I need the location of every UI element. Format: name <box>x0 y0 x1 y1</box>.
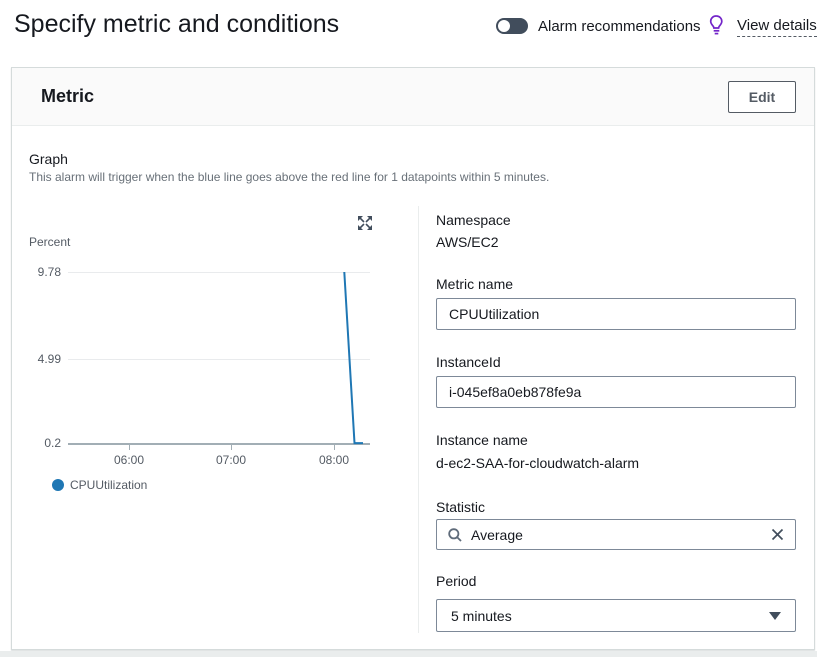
edit-button[interactable]: Edit <box>728 81 796 113</box>
column-divider <box>418 206 419 633</box>
page-background-strip <box>0 651 817 657</box>
alarm-recommendations-label: Alarm recommendations <box>538 18 701 35</box>
graph-description: This alarm will trigger when the blue li… <box>29 170 550 184</box>
namespace-label: Namespace <box>436 212 511 228</box>
period-select[interactable]: 5 minutes <box>436 599 796 632</box>
x-tick-mark <box>129 445 130 450</box>
close-icon <box>770 527 785 542</box>
x-tick-label: 06:00 <box>113 453 145 467</box>
metric-name-input[interactable] <box>436 298 796 330</box>
instance-name-value: d-ec2-SAA-for-cloudwatch-alarm <box>436 455 640 471</box>
cpu-utilization-line <box>343 271 363 445</box>
lightbulb-icon <box>708 14 725 39</box>
x-tick-label: 07:00 <box>215 453 247 467</box>
x-tick-label: 08:00 <box>318 453 350 467</box>
caret-down-icon <box>769 611 781 620</box>
metric-card-header: Metric Edit <box>12 68 814 126</box>
namespace-value: AWS/EC2 <box>436 234 499 250</box>
gridline <box>68 272 370 273</box>
y-axis-unit-label: Percent <box>29 235 71 249</box>
period-selected-value: 5 minutes <box>451 607 512 624</box>
expand-icon[interactable] <box>357 215 373 231</box>
metric-line-chart[interactable] <box>68 261 370 447</box>
graph-section-label: Graph <box>29 151 68 167</box>
x-axis-line <box>68 443 370 445</box>
legend-color-dot <box>52 479 64 491</box>
instance-id-label: InstanceId <box>436 354 501 370</box>
alarm-recommendations-toggle[interactable] <box>496 18 528 34</box>
instance-id-input[interactable] <box>436 376 796 408</box>
x-tick-mark <box>334 445 335 450</box>
legend-item-cpuutilization[interactable]: CPUUtilization <box>52 478 147 492</box>
y-tick-label: 4.99 <box>37 352 61 366</box>
y-tick-label: 9.78 <box>37 265 61 279</box>
toggle-knob <box>498 20 510 32</box>
instance-name-label: Instance name <box>436 432 528 448</box>
x-tick-mark <box>231 445 232 450</box>
metric-card: Metric Edit Graph This alarm will trigge… <box>11 67 815 650</box>
metric-name-label: Metric name <box>436 276 514 292</box>
view-details-link[interactable]: View details <box>737 17 817 37</box>
page-title: Specify metric and conditions <box>14 10 340 38</box>
statistic-search-box[interactable] <box>436 519 796 550</box>
gridline <box>68 359 370 360</box>
search-icon <box>447 527 463 543</box>
legend-label: CPUUtilization <box>70 478 148 492</box>
metric-card-title: Metric <box>41 86 95 106</box>
statistic-label: Statistic <box>436 499 486 515</box>
clear-statistic-button[interactable] <box>770 527 785 542</box>
period-label: Period <box>436 573 477 589</box>
statistic-input[interactable] <box>471 526 770 543</box>
y-tick-label: 0.2 <box>44 436 61 450</box>
